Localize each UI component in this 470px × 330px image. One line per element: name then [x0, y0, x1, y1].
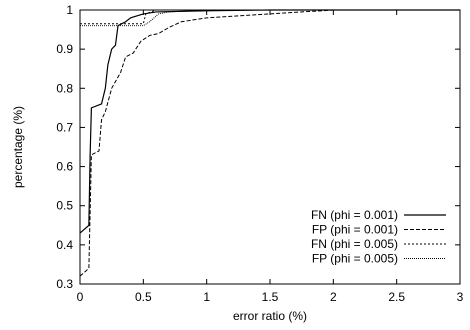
legend-label: FN (phi = 0.001): [311, 208, 398, 222]
legend: FN (phi = 0.001)FP (phi = 0.001)FN (phi …: [311, 208, 446, 266]
y-tick-label: 0.3: [56, 277, 73, 291]
x-tick-label: 1: [203, 290, 210, 304]
plot-frame: [79, 9, 461, 285]
y-tick-label: 0.9: [56, 42, 73, 56]
x-tick-label: 3: [457, 290, 464, 304]
series-line-1: [79, 9, 460, 234]
x-axis: 0 0.5 1 1.5 2 2.5 3: [77, 10, 464, 304]
x-tick-label: 0.5: [135, 290, 152, 304]
legend-item: FP (phi = 0.005): [312, 252, 446, 266]
y-tick-label: 0.4: [56, 238, 73, 252]
y-tick-label: 0.8: [56, 81, 73, 95]
legend-label: FP (phi = 0.001): [312, 223, 398, 237]
legend-item: FN (phi = 0.001): [311, 208, 446, 222]
legend-item: FN (phi = 0.005): [311, 237, 446, 251]
y-axis-label: percentage (%): [11, 106, 25, 188]
x-tick-label: 2.5: [388, 290, 405, 304]
legend-item: FP (phi = 0.001): [312, 223, 446, 237]
y-tick-label: 0.6: [56, 160, 73, 174]
series-line-2: [79, 9, 460, 277]
y-axis: 0.3 0.4 0.5 0.6 0.7 0.8 0.9 1: [56, 3, 460, 291]
x-axis-label: error ratio (%): [233, 309, 307, 323]
legend-label: FP (phi = 0.005): [312, 252, 398, 266]
plot-lines: [79, 9, 460, 277]
x-tick-label: 2: [330, 290, 337, 304]
legend-label: FN (phi = 0.005): [311, 237, 398, 251]
y-tick-label: 0.7: [56, 120, 73, 134]
x-tick-label: 1.5: [262, 290, 279, 304]
y-tick-label: 0.5: [56, 199, 73, 213]
x-tick-label: 0: [77, 290, 84, 304]
y-tick-label: 1: [66, 3, 73, 17]
